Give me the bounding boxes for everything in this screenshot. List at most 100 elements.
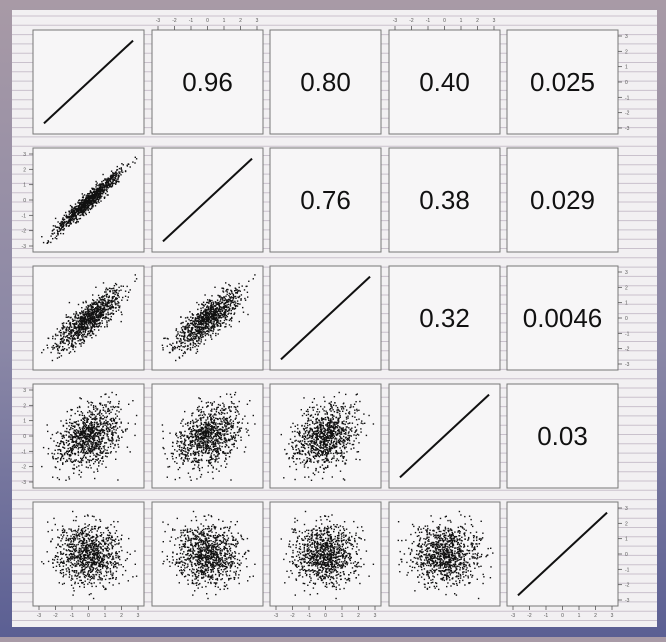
scatter-point [100, 421, 102, 424]
scatter-point [88, 440, 90, 443]
scatter-point [87, 193, 89, 195]
scatter-point [191, 339, 193, 341]
scatter-point [97, 305, 99, 307]
scatter-point [201, 437, 203, 439]
scatter-point [109, 318, 112, 320]
scatter-point [100, 200, 102, 202]
scatter-point [219, 320, 222, 322]
scatter-point [195, 438, 197, 441]
scatter-point [202, 428, 204, 431]
scatter-point [101, 180, 103, 183]
scatter-point [71, 341, 73, 343]
scatter-point [230, 309, 232, 312]
scatter-point [89, 441, 92, 443]
scatter-point [53, 347, 55, 349]
scatter-point [231, 317, 233, 319]
scatter-point [161, 424, 164, 426]
scatter-point [247, 429, 249, 431]
scatter-point [116, 439, 118, 441]
scatter-point [96, 197, 99, 199]
scatter-point [205, 434, 207, 436]
scatter-point [104, 299, 106, 302]
scatter-point [192, 320, 194, 322]
scatter-point [117, 304, 119, 306]
scatter-point [240, 427, 243, 429]
scatter-point [83, 201, 85, 203]
scatter-point [93, 471, 95, 473]
scatter-point [240, 299, 242, 301]
scatter-point [54, 225, 56, 227]
scatter-point [211, 315, 213, 317]
scatter-point [175, 433, 177, 436]
scatter-point [63, 229, 65, 231]
scatter-point [104, 295, 106, 297]
scatter-point [52, 233, 54, 235]
scatter-point [74, 315, 77, 318]
scatter-point [93, 449, 96, 451]
scatter-point [91, 203, 93, 205]
scatter-point [195, 322, 197, 324]
scatter-point [225, 438, 227, 440]
scatter-point [57, 352, 59, 354]
scatter-point [58, 331, 60, 333]
scatter-point [219, 449, 222, 451]
scatter-point [118, 418, 121, 420]
scatter-point [242, 306, 244, 309]
scatter-point [66, 431, 68, 433]
scatter-point [94, 301, 96, 303]
scatter-point [105, 416, 108, 419]
scatter-point [209, 445, 211, 447]
scatter-point [189, 476, 191, 478]
scatter-point [210, 435, 212, 437]
scatter-point [176, 337, 178, 339]
scatter-point [204, 339, 207, 341]
scatter-point [79, 428, 82, 431]
scatter-point [91, 192, 93, 195]
scatter-point [246, 403, 249, 405]
scatter-point [79, 330, 81, 333]
scatter-point [180, 422, 182, 424]
scatter-point [91, 330, 94, 333]
scatter-point [59, 459, 62, 461]
panel-frame [388, 29, 501, 135]
scatter-point [87, 200, 90, 203]
scatter-point [96, 442, 98, 444]
scatter-point [91, 428, 93, 431]
scatter-point [101, 313, 103, 315]
scatter-point [171, 455, 174, 458]
scatter-point [74, 323, 76, 325]
scatter-point [174, 461, 176, 463]
scatter-point [105, 406, 107, 408]
scatter-point [196, 333, 199, 335]
scatter-point [234, 418, 236, 420]
scatter-point [80, 398, 82, 400]
scatter-point [200, 427, 203, 429]
scatter-point [213, 416, 215, 419]
scatter-point [101, 182, 103, 185]
scatter-point [225, 290, 227, 292]
scatter-point [81, 202, 83, 204]
scatter-point [225, 417, 228, 420]
scatter-point [240, 436, 242, 438]
scatter-point [99, 403, 102, 406]
scatter-point [120, 174, 122, 176]
scatter-point [192, 344, 194, 346]
scatter-point [101, 418, 103, 420]
scatter-point [188, 318, 190, 321]
scatter-point [95, 456, 98, 458]
scatter-point [231, 291, 233, 293]
scatter-point [79, 461, 81, 463]
scatter-point [235, 297, 237, 299]
scatter-point [63, 222, 66, 224]
scatter-point [65, 330, 67, 332]
scatter-point [222, 287, 224, 289]
scatter-point [83, 210, 86, 212]
scatter-point [85, 329, 87, 331]
scatter-point [231, 436, 233, 438]
scatter-point [70, 333, 72, 335]
scatter-point [62, 341, 64, 344]
scatter-point [82, 435, 84, 437]
scatter-point [218, 457, 220, 459]
scatter-point [52, 458, 55, 460]
scatter-point [223, 305, 225, 307]
